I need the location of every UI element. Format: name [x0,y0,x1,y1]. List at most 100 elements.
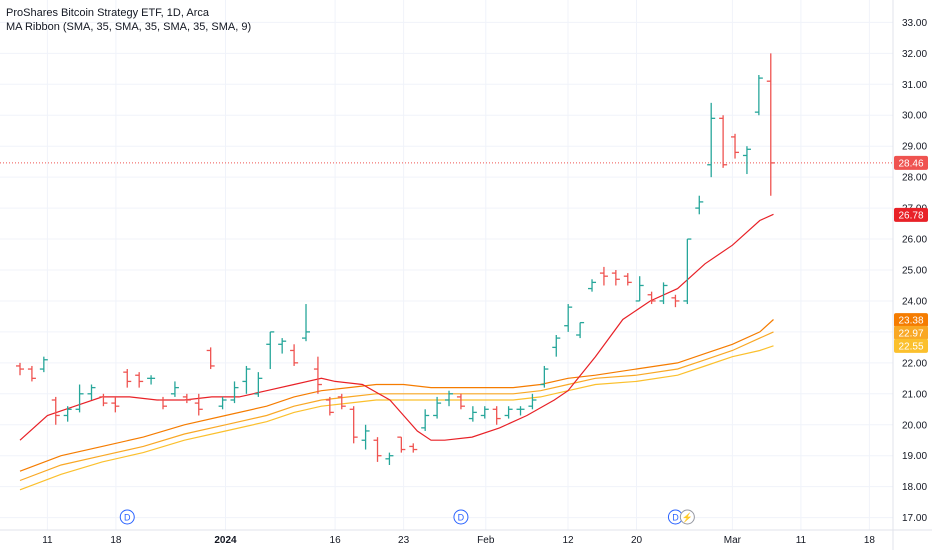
ohlc-bar [433,396,442,419]
ohlc-bar [707,102,716,178]
ohlc-bar [361,424,370,450]
ohlc-bar [290,344,299,366]
ohlc-bar [16,362,24,376]
ohlc-bar [445,390,454,407]
ohlc-bar [170,381,179,397]
ohlc-bar [51,396,60,425]
ohlc-bar [87,384,96,400]
y-tick-label: 21.00 [902,389,927,400]
price-badge-label: 22.55 [898,341,923,352]
ohlc-bar [63,406,72,422]
y-tick-label: 28.00 [902,173,927,184]
y-tick-label: 29.00 [902,142,927,153]
y-tick-label: 32.00 [902,49,927,60]
y-tick-label: 17.00 [902,513,927,524]
ohlc-bar [206,347,215,370]
x-tick-label: 23 [398,535,410,546]
ohlc-bar [671,294,680,308]
marker-label: ⚡ [682,512,693,524]
price-badge [894,313,928,328]
ohlc-bar [242,365,251,394]
ohlc-bar [516,406,525,416]
ohlc-bar [647,291,656,305]
chart-legend: ProShares Bitcoin Strategy ETF, 1D, Arca… [6,6,251,34]
ohlc-bar [397,436,406,453]
ohlc-bar [313,356,322,394]
indicator-title: MA Ribbon (SMA, 35, SMA, 35, SMA, 35, SM… [6,21,252,33]
ohlc-bar [135,372,144,388]
ohlc-bar [302,304,311,342]
ohlc-bar [39,356,48,373]
sma9-line [19,213,774,441]
ohlc-bar [742,146,751,175]
price-badge [894,207,928,222]
ohlc-bar [492,406,501,425]
dividend-marker [453,509,469,525]
price-badge-label: 26.78 [898,210,923,221]
ohlc-bar [27,365,36,382]
ohlc-bar [111,396,120,413]
ohlc-bar [373,437,382,462]
ohlc-bar [385,452,394,465]
symbol-title: ProShares Bitcoin Strategy ETF, 1D, Arca [6,7,209,19]
y-tick-label: 26.00 [902,235,927,246]
x-tick-label: 18 [864,535,876,546]
price-badge [894,155,928,170]
y-tick-label: 18.00 [902,482,927,493]
x-tick-label: 11 [42,535,53,546]
marker-label: D [672,513,679,523]
y-tick-label: 31.00 [902,80,927,91]
y-tick-label: 22.00 [902,358,927,369]
ohlc-bar [99,393,108,407]
ohlc-bar [635,276,644,302]
price-badge-label: 28.46 [898,158,923,169]
ohlc-bar [480,406,489,419]
x-tick-label: 11 [796,535,807,546]
ohlc-bar [623,273,632,286]
ohlc-bar [254,372,263,397]
sma35-line-1 [19,319,774,472]
x-tick-label: Feb [477,535,495,546]
ohlc-bar [504,406,513,419]
x-tick-label: 12 [562,535,574,546]
ohlc-bar [421,409,430,431]
ohlc-bar [123,369,132,388]
ohlc-bar [349,406,358,444]
x-tick-label: 20 [631,535,643,546]
ohlc-bar [552,335,561,357]
ohlc-bar [266,331,275,370]
ohlc-bar [75,384,84,413]
ohlc-bar [576,321,585,339]
ohlc-bar [409,443,418,453]
ohlc-bar [159,396,168,410]
price-badge-label: 22.97 [898,328,923,339]
ohlc-bar [278,338,287,354]
x-tick-label: Mar [724,535,742,546]
ohlc-bar [766,53,775,196]
dividend-marker [119,509,135,525]
x-tick-label: 2024 [214,535,237,546]
marker-label: D [458,513,465,523]
price-badge [894,325,928,340]
y-tick-label: 24.00 [902,296,927,307]
y-tick-label: 19.00 [902,451,927,462]
ohlc-bar [528,393,537,410]
y-tick-label: 25.00 [902,266,927,277]
ohlc-bar [194,393,203,416]
ohlc-bar [468,406,477,422]
price-badge [894,338,928,353]
y-tick-label: 33.00 [902,18,927,29]
split-event-marker [679,509,695,525]
ohlc-bar [611,270,620,286]
ohlc-bar [540,365,549,388]
ohlc-bar [456,393,465,410]
y-tick-label: 20.00 [902,420,927,431]
x-tick-label: 16 [330,535,342,546]
ohlc-bar [230,381,239,404]
ohlc-bar [588,279,597,292]
ohlc-bar [695,195,704,215]
ohlc-bar [337,393,346,410]
ohlc-bar [325,396,334,416]
